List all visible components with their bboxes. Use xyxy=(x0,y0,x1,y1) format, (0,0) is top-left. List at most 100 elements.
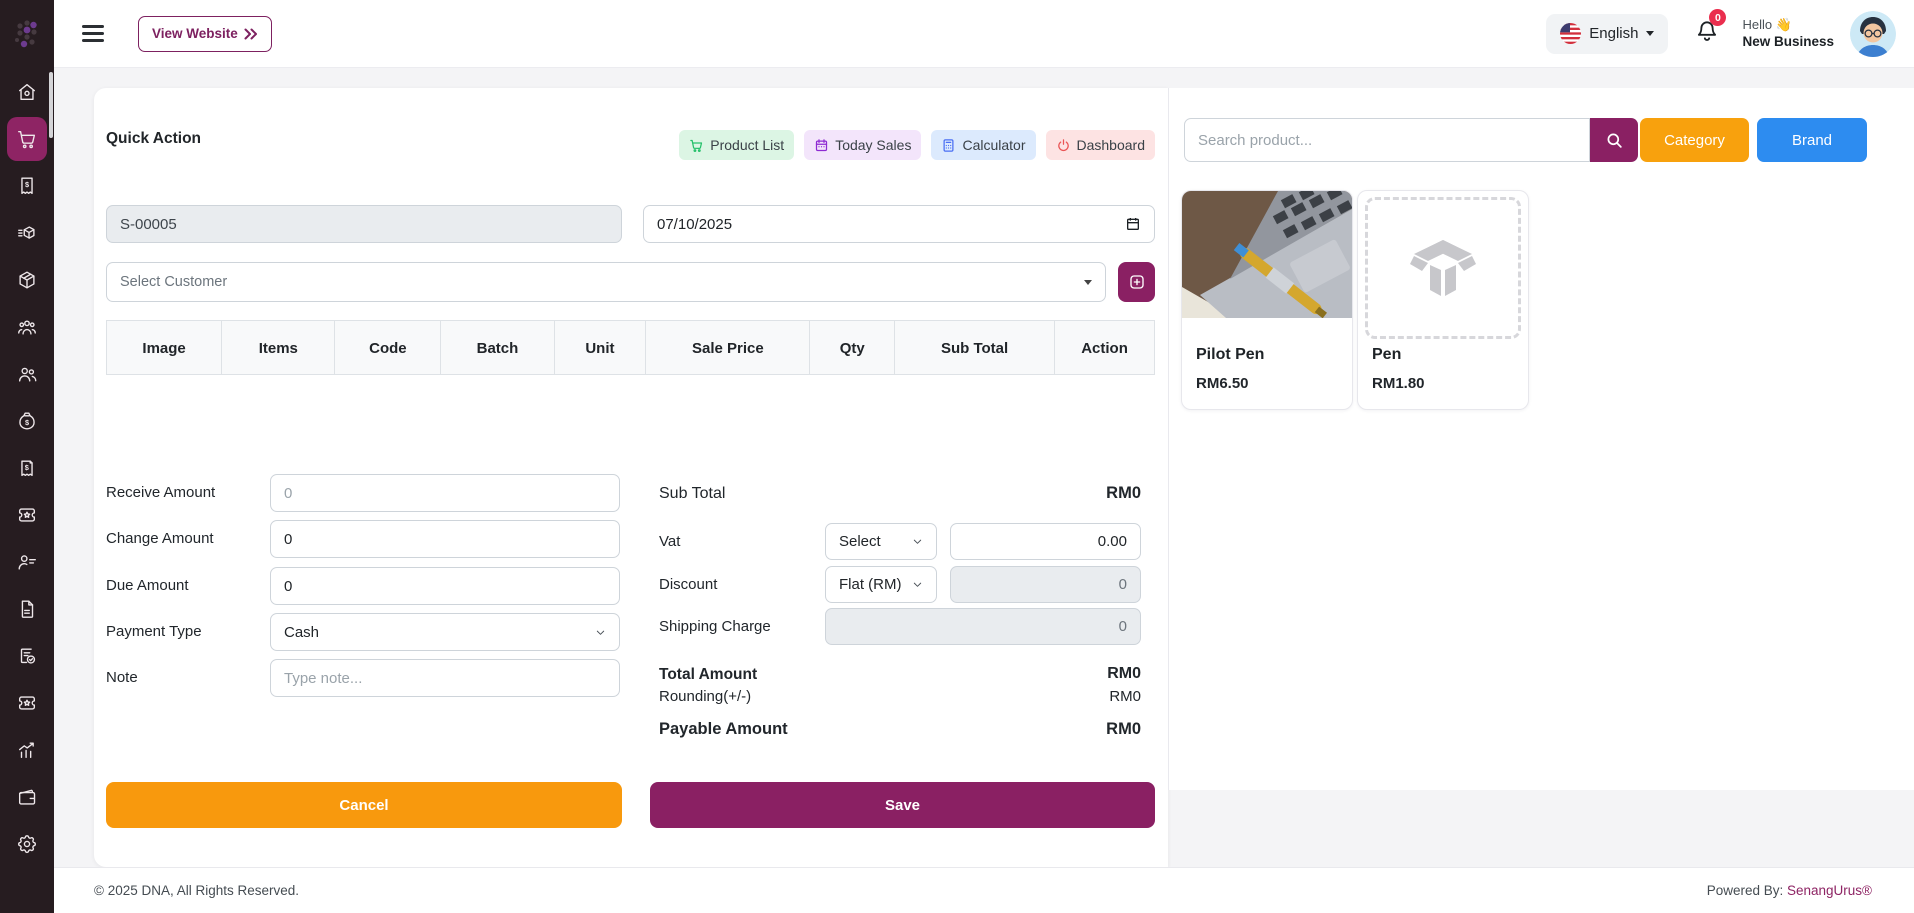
category-button[interactable]: Category xyxy=(1640,118,1749,162)
sidebar-item-documents[interactable] xyxy=(0,585,54,632)
total-amount-label: Total Amount xyxy=(659,666,758,683)
payment-type-select[interactable]: Cash xyxy=(270,613,620,651)
calculator-icon xyxy=(943,138,954,152)
home-icon xyxy=(18,83,36,100)
chevron-down-icon xyxy=(1084,279,1092,285)
us-flag-icon xyxy=(1560,23,1582,44)
sidebar-item-wallet[interactable] xyxy=(0,773,54,820)
sidebar-item-settings[interactable] xyxy=(0,820,54,867)
rounding-value: RM0 xyxy=(1109,688,1141,705)
avatar[interactable] xyxy=(1850,10,1896,57)
change-amount-input[interactable] xyxy=(270,520,620,558)
dashboard-chip[interactable]: Dashboard xyxy=(1045,130,1155,160)
business-name: New Business xyxy=(1742,34,1834,50)
product-card-pen[interactable]: Pen RM1.80 xyxy=(1357,190,1529,410)
due-amount-label: Due Amount xyxy=(106,577,189,594)
sidebar-item-coupons[interactable] xyxy=(0,491,54,538)
chevron-down-icon xyxy=(1646,31,1655,36)
app-logo[interactable] xyxy=(0,0,54,68)
col-sub-total: Sub Total xyxy=(895,320,1056,375)
shipping-charge-label: Shipping Charge xyxy=(659,618,771,635)
brand-button[interactable]: Brand xyxy=(1757,118,1867,162)
invoice-number-input[interactable] xyxy=(106,205,622,243)
language-selector[interactable]: English xyxy=(1546,13,1669,54)
discount-type-select[interactable]: Flat (RM) xyxy=(825,566,937,603)
chip-label: Calculator xyxy=(962,137,1026,153)
today-sales-chip[interactable]: Today Sales xyxy=(804,130,922,160)
calculator-chip[interactable]: Calculator xyxy=(931,130,1036,160)
note-input[interactable] xyxy=(270,659,620,697)
sidebar-item-customers[interactable] xyxy=(0,303,54,350)
sidebar-item-statistics[interactable] xyxy=(0,726,54,773)
notification-badge: 0 xyxy=(1709,9,1727,26)
view-website-label: View Website xyxy=(152,26,238,41)
open-box-icon xyxy=(1410,240,1476,296)
chevron-down-icon xyxy=(596,630,605,635)
chip-label: Dashboard xyxy=(1076,137,1146,153)
coupon-ticket-icon xyxy=(18,507,36,522)
product-price: RM6.50 xyxy=(1196,375,1249,392)
calendar-picker-icon xyxy=(1127,218,1139,230)
shipment-box-icon xyxy=(18,225,35,239)
col-items: Items xyxy=(222,320,336,375)
product-card-pilot-pen[interactable]: Pilot Pen RM6.50 xyxy=(1181,190,1353,410)
svg-text:$: $ xyxy=(25,462,29,471)
sidebar: $ $ $ xyxy=(0,0,54,913)
search-icon xyxy=(1607,133,1622,148)
product-image xyxy=(1182,191,1352,318)
note-label: Note xyxy=(106,669,138,686)
date-input[interactable]: 07/10/2025 xyxy=(643,205,1155,243)
col-sale-price: Sale Price xyxy=(646,320,811,375)
cart-icon xyxy=(18,130,36,148)
cancel-button[interactable]: Cancel xyxy=(106,782,622,828)
view-website-button[interactable]: View Website xyxy=(138,15,272,52)
wave-emoji: 👋 xyxy=(1775,16,1792,32)
sidebar-item-reports[interactable] xyxy=(0,632,54,679)
search-input[interactable] xyxy=(1184,118,1590,162)
sidebar-item-pos-cart[interactable] xyxy=(0,115,54,162)
add-customer-button[interactable] xyxy=(1118,262,1155,302)
powered-by: Powered By: SenangUrus® xyxy=(1707,883,1872,898)
sub-total-label: Sub Total xyxy=(659,485,726,502)
sidebar-item-vouchers[interactable] xyxy=(0,679,54,726)
due-amount-input[interactable] xyxy=(270,567,620,605)
sidebar-item-suppliers[interactable] xyxy=(0,350,54,397)
report-check-icon xyxy=(20,647,36,664)
notifications-button[interactable]: 0 xyxy=(1694,9,1727,49)
customer-select[interactable]: Select Customer xyxy=(106,262,1106,302)
hamburger-menu-icon[interactable] xyxy=(82,21,104,47)
discount-amount-input[interactable] xyxy=(950,566,1141,603)
package-box-icon xyxy=(19,271,35,288)
shipping-charge-input[interactable] xyxy=(825,608,1141,645)
sidebar-item-products[interactable] xyxy=(0,256,54,303)
chevron-down-icon xyxy=(913,539,922,544)
statistics-chart-icon xyxy=(18,741,34,758)
sidebar-item-home[interactable] xyxy=(0,68,54,115)
chip-label: Today Sales xyxy=(835,137,912,153)
col-code: Code xyxy=(335,320,442,375)
sidebar-item-expenses[interactable]: $ xyxy=(0,397,54,444)
sidebar-item-shipment[interactable] xyxy=(0,209,54,256)
product-list-chip[interactable]: Product List xyxy=(679,130,795,160)
vat-amount-input[interactable] xyxy=(950,523,1141,560)
footer: © 2025 DNA, All Rights Reserved. Powered… xyxy=(54,867,1914,913)
staff-list-icon xyxy=(18,554,36,570)
power-icon xyxy=(1057,138,1069,151)
main-content: Quick Action Product List Today Sales Ca… xyxy=(54,68,1914,913)
user-greeting: Hello 👋 New Business xyxy=(1742,16,1834,52)
col-qty: Qty xyxy=(810,320,896,375)
sub-total-value: RM0 xyxy=(1106,484,1141,502)
sidebar-item-sales[interactable]: $ xyxy=(0,162,54,209)
users-pair-icon xyxy=(18,367,37,382)
sidebar-item-invoices[interactable]: $ xyxy=(0,444,54,491)
search-button[interactable] xyxy=(1590,118,1638,162)
sidebar-item-staff[interactable] xyxy=(0,538,54,585)
total-amount-value: RM0 xyxy=(1107,665,1141,682)
powered-by-brand-link[interactable]: SenangUrus® xyxy=(1787,883,1872,898)
sidebar-scrollbar[interactable] xyxy=(49,72,53,138)
discount-label: Discount xyxy=(659,576,718,593)
svg-text:$: $ xyxy=(25,179,29,188)
receive-amount-input[interactable] xyxy=(270,474,620,512)
vat-select[interactable]: Select xyxy=(825,523,937,560)
save-button[interactable]: Save xyxy=(650,782,1155,828)
